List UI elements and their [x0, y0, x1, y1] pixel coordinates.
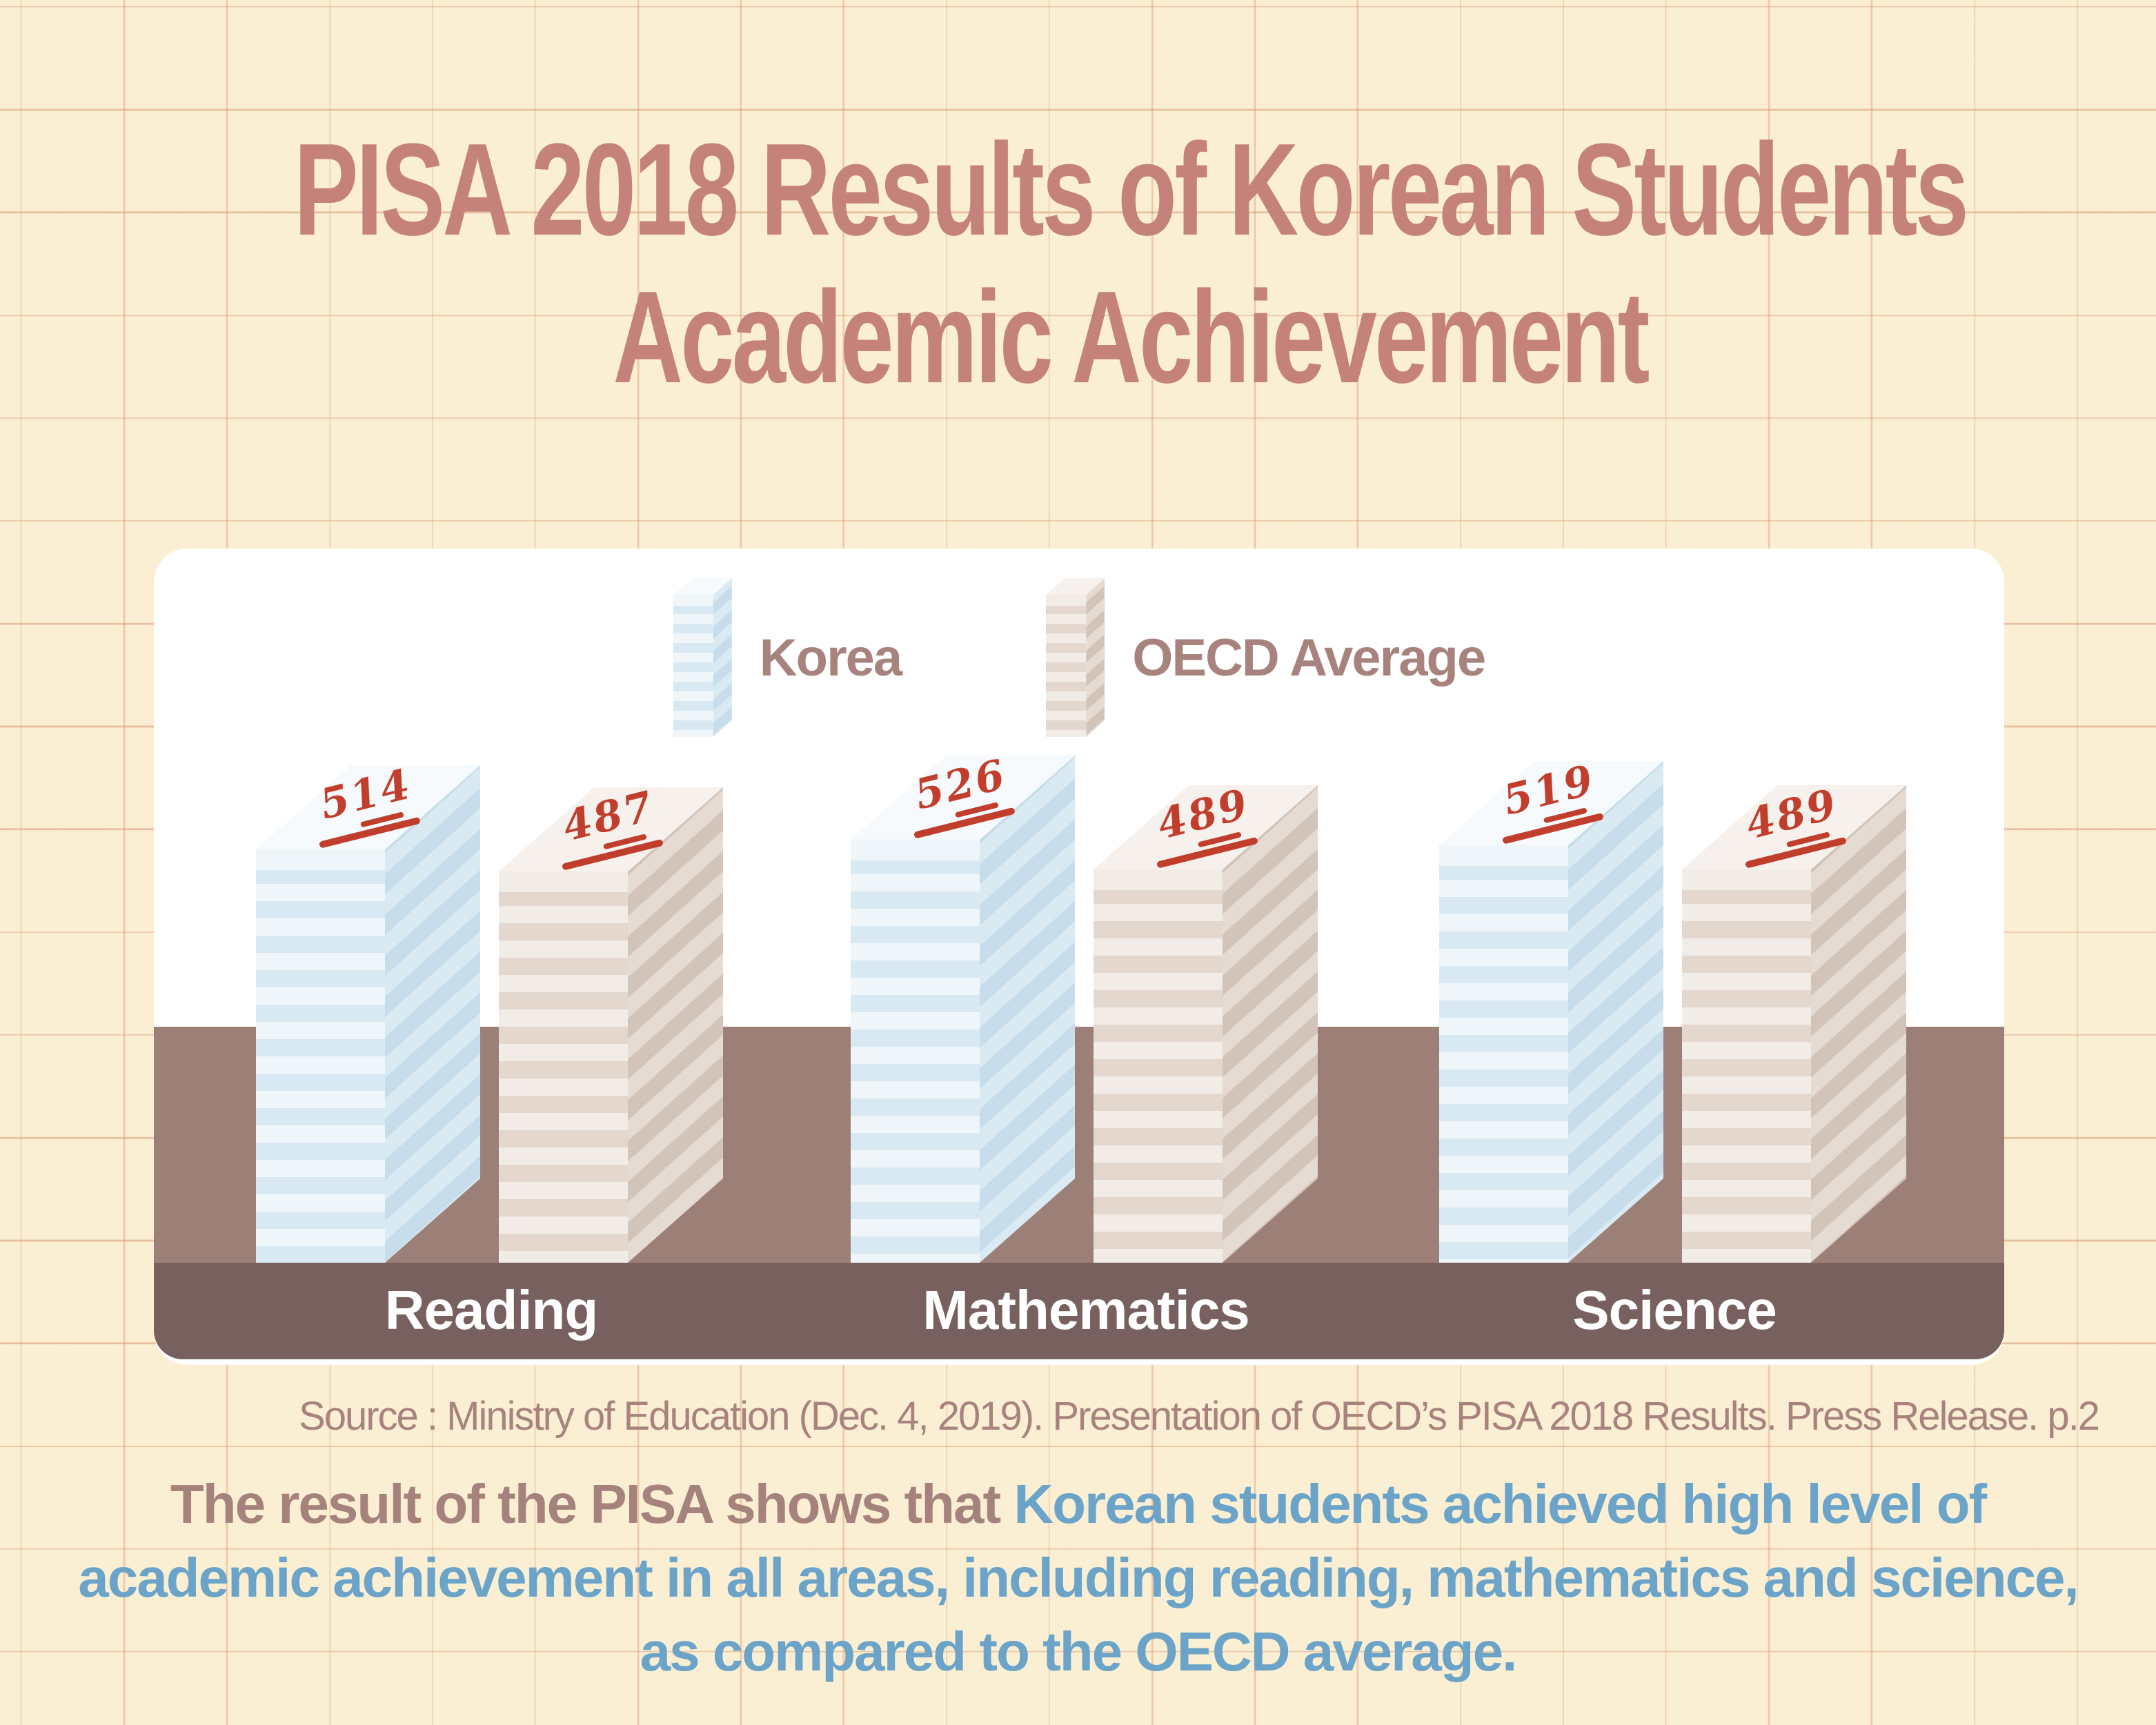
stack-oecd-average-mathematics: 489: [1094, 780, 1318, 1263]
stack-side-face: [713, 578, 732, 737]
stack-korea-mathematics: 526: [851, 750, 1075, 1263]
stack-side-face: [1086, 578, 1105, 737]
conclusion-paragraph: The result of the PISA shows that Korean…: [0, 1467, 2156, 1688]
stack-side-face: [1223, 785, 1318, 1263]
score-value: 526: [909, 750, 1011, 820]
conclusion-line1-highlight: Korean students achieved high level of: [1013, 1473, 1987, 1535]
category-label-reading: Reading: [384, 1279, 599, 1341]
stack-side-face: [980, 756, 1075, 1263]
score-value: 489: [1741, 780, 1843, 849]
chart-card: Korea OECD Average Reading Mathematics S…: [154, 549, 2004, 1365]
page-title-line2: Academic Achievement: [613, 264, 1650, 411]
score-value: 489: [1152, 780, 1254, 849]
stack-side-face: [385, 765, 480, 1263]
category-label-science: Science: [1572, 1279, 1777, 1341]
conclusion-line1: The result of the PISA shows that Korean…: [0, 1467, 2156, 1541]
stack-oecd-average-reading: 487: [499, 782, 723, 1263]
conclusion-line2: academic achievement in all areas, inclu…: [78, 1547, 2079, 1608]
category-label-mathematics: Mathematics: [922, 1279, 1250, 1341]
stack-side-face: [1568, 761, 1663, 1263]
stack-front-face: [851, 840, 980, 1263]
conclusion-line3: as compared to the OECD average.: [640, 1621, 1518, 1682]
stack-side-face: [628, 787, 723, 1263]
conclusion-line1-prefix: The result of the PISA shows that: [170, 1473, 1014, 1535]
chart-legend: Korea OECD Average: [154, 575, 2004, 740]
legend-label-oecd: OECD Average: [1132, 628, 1486, 687]
stack-front-face: [256, 849, 385, 1263]
score-value: 519: [1498, 756, 1600, 825]
source-citation: Source : Ministry of Education (Dec. 4, …: [299, 1394, 2100, 1439]
stack-front-face: [1439, 845, 1568, 1263]
stack-front-face: [499, 871, 628, 1263]
legend-label-korea: Korea: [759, 628, 902, 687]
korea-stack-icon: [673, 578, 732, 737]
stack-front-face: [1682, 869, 1811, 1263]
page-title-line1: PISA 2018 Results of Korean Students: [293, 117, 1969, 263]
stack-korea-science: 519: [1439, 756, 1663, 1263]
stack-front-face: [673, 595, 713, 737]
oecd-stack-icon: [1046, 578, 1105, 737]
score-value: 514: [315, 760, 417, 829]
stack-oecd-average-science: 489: [1682, 780, 1906, 1263]
stack-korea-reading: 514: [256, 760, 480, 1263]
stack-front-face: [1094, 869, 1223, 1263]
chart-footer-strip: [154, 1263, 2004, 1359]
stack-front-face: [1046, 595, 1087, 737]
stack-side-face: [1811, 785, 1906, 1263]
legend-spacer: [929, 654, 1018, 661]
page-title: PISA 2018 Results of Korean Students Aca…: [0, 116, 2156, 411]
score-value: 487: [557, 782, 660, 851]
